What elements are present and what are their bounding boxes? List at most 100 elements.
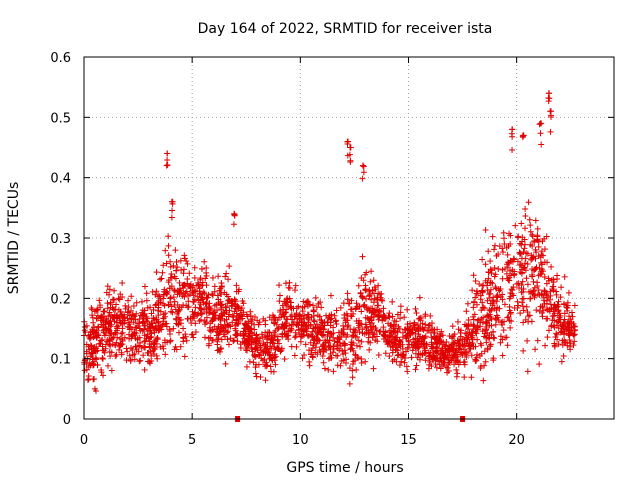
data-point [203,265,210,272]
data-point [205,291,212,298]
data-point [519,278,526,285]
data-point [185,292,192,299]
data-point [545,98,552,105]
data-point [334,352,341,359]
chart-title: Day 164 of 2022, SRMTID for receiver ist… [198,21,493,37]
data-point [325,355,332,362]
data-point [535,243,542,250]
data-point [354,303,361,310]
data-point [222,304,229,311]
data-point [150,315,157,322]
data-point [232,327,239,334]
data-point [203,319,210,326]
data-point [419,350,426,357]
data-point [499,275,506,282]
data-point [461,338,468,345]
data-point [94,315,101,322]
data-point [531,294,538,301]
data-point [214,292,221,299]
data-point [83,322,90,329]
data-point [292,282,299,289]
data-point [556,310,563,317]
data-point [481,348,488,355]
data-point [406,341,413,348]
data-point [283,296,290,303]
data-point [567,316,574,323]
data-point [325,366,332,373]
data-point [531,239,538,246]
data-point [196,318,203,325]
data-point [519,299,526,306]
data-point [490,334,497,341]
data-point [220,310,227,317]
data-point [334,345,341,352]
data-point [468,374,475,381]
data-point [555,298,562,305]
data-point [541,273,548,280]
data-point [291,352,298,359]
data-point [346,151,353,158]
data-point [233,282,240,289]
data-point [466,329,473,336]
data-point [300,327,307,334]
data-point [389,349,396,356]
data-point [520,285,527,292]
data-point [81,327,88,334]
data-point [361,301,368,308]
data-point [199,291,206,298]
data-point [104,283,111,290]
data-point [91,358,98,365]
data-point [168,214,175,221]
data-point [523,303,530,310]
data-point [160,262,167,269]
data-point [368,296,375,303]
data-point [244,313,251,320]
data-point [453,373,460,380]
data-point [163,320,170,327]
data-point [118,349,125,356]
data-point [397,351,404,358]
data-point [267,343,274,350]
data-point [89,312,96,319]
data-point [160,321,167,328]
data-point [319,332,326,339]
data-point [143,290,150,297]
data-point [571,327,578,334]
data-point [253,373,260,380]
data-point [487,266,494,273]
data-point [503,270,510,277]
data-point [358,338,365,345]
data-point [375,308,382,315]
data-point [162,339,169,346]
data-point [422,357,429,364]
data-point [546,327,553,334]
data-point [342,342,349,349]
data-point [137,357,144,364]
data-point [375,316,382,323]
data-points [81,90,578,394]
data-point [275,340,282,347]
data-point [507,324,514,331]
data-point [287,327,294,334]
data-point [561,273,568,280]
data-point [288,343,295,350]
data-point [209,290,216,297]
data-point [482,358,489,365]
data-point [336,336,343,343]
data-point [518,220,525,227]
data-point [350,358,357,365]
data-point [144,333,151,340]
data-point [167,263,174,270]
data-point [568,309,575,316]
data-point [310,342,317,349]
data-point [272,361,279,368]
data-point [242,322,249,329]
data-point [426,322,433,329]
data-point [518,255,525,262]
data-point [197,310,204,317]
data-point [560,319,567,326]
data-point [183,337,190,344]
data-point [570,323,577,330]
data-point [524,281,531,288]
data-point [527,295,534,302]
